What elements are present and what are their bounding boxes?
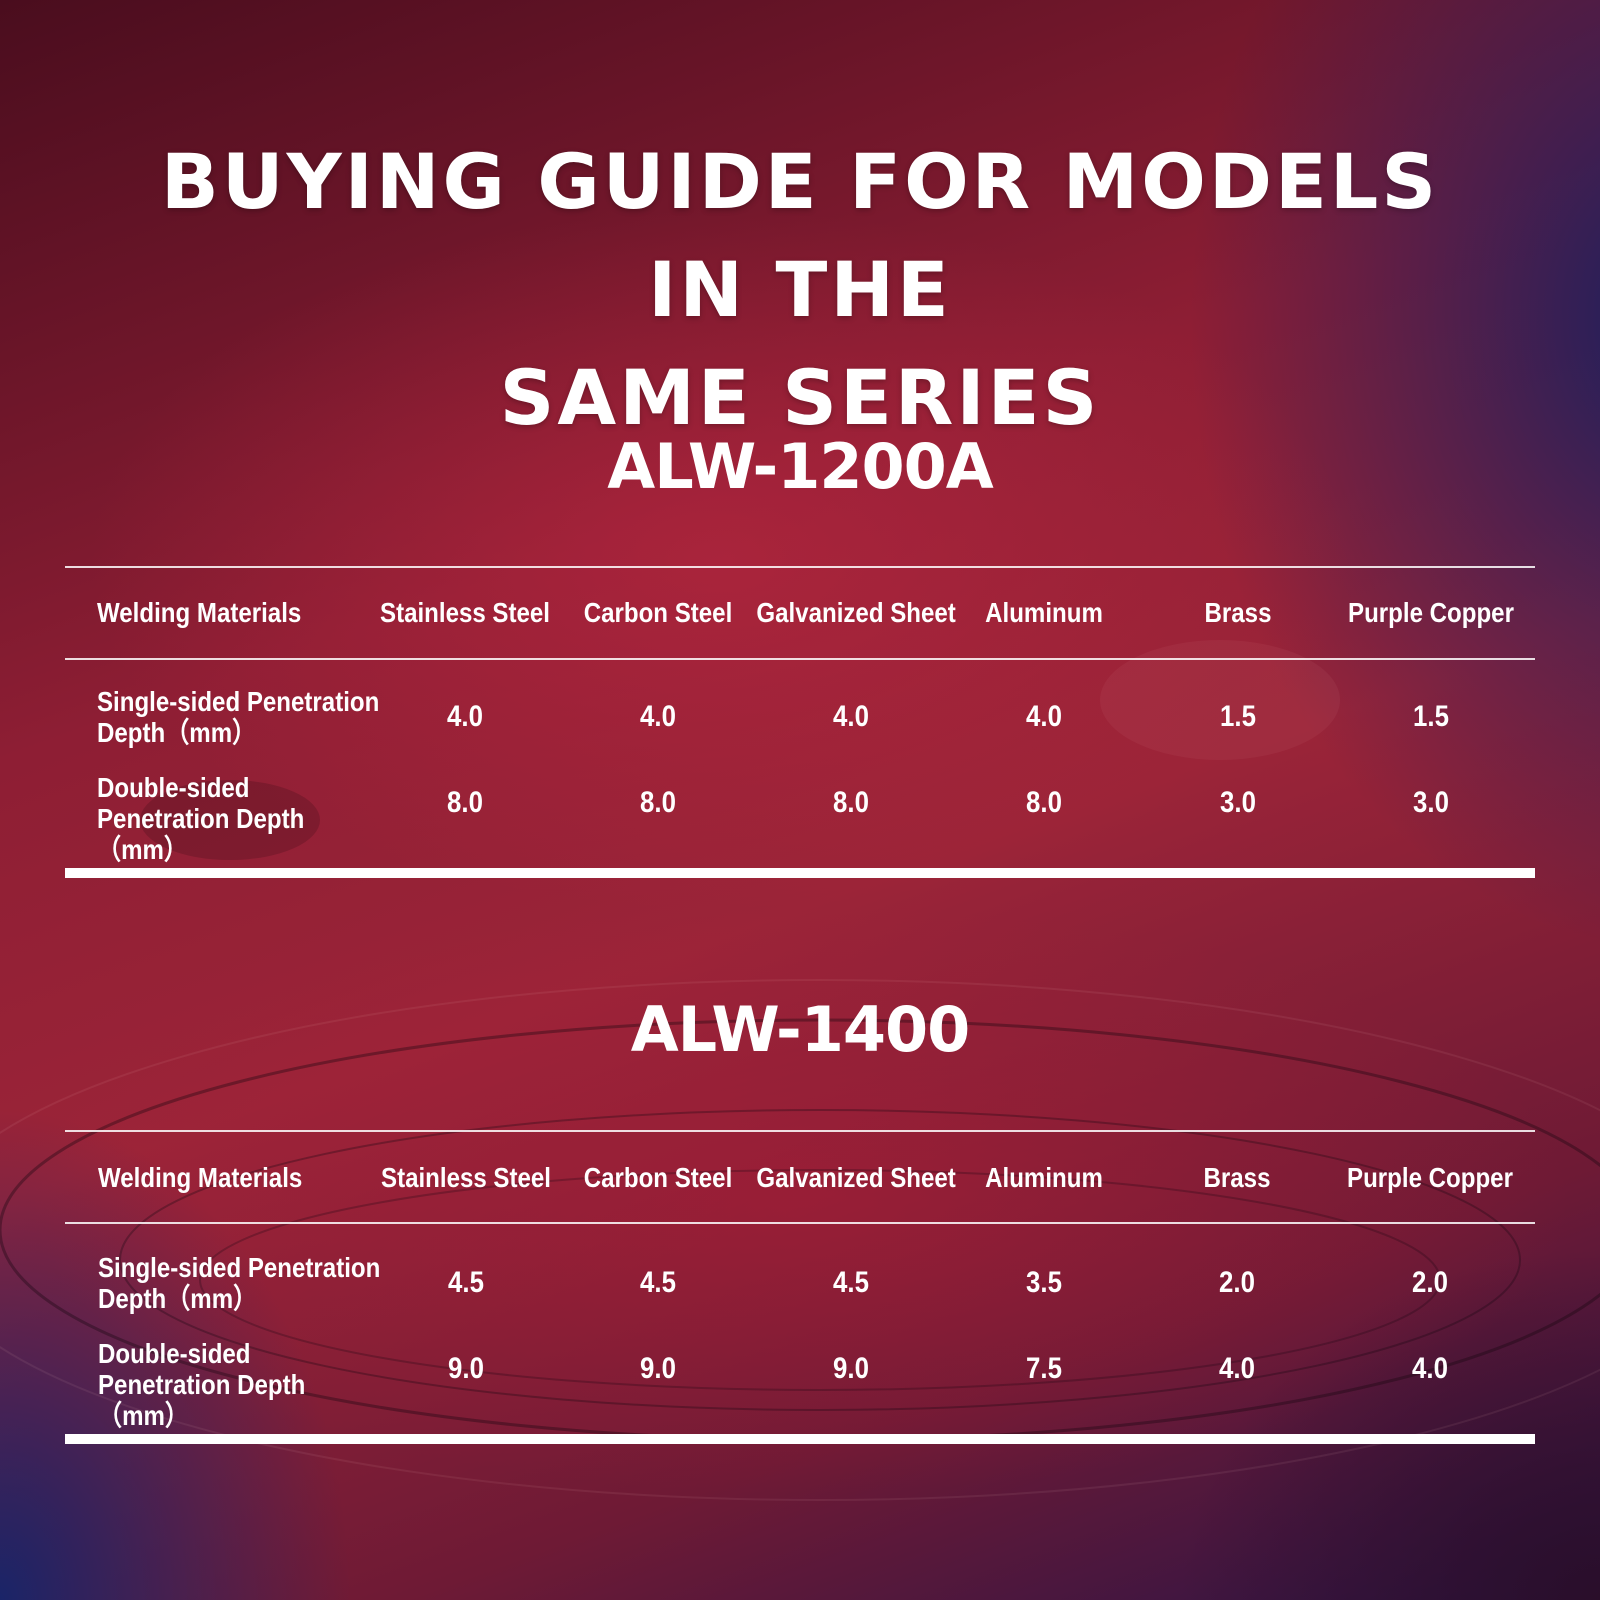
value-cell: 4.5 [640, 1266, 676, 1299]
table-top-rule [65, 566, 1535, 568]
value-cell: 4.0 [1026, 700, 1062, 733]
header-galvanized-sheet: Galvanized Sheet [756, 597, 956, 628]
row-label-single: Single-sided Penetration Depth（mm） [98, 1252, 381, 1314]
header-galvanized-sheet: Galvanized Sheet [756, 1162, 956, 1193]
table-bottom-rule [65, 868, 1535, 878]
row-label-double: Double-sided Penetration Depth（mm） [97, 772, 305, 865]
header-aluminum: Aluminum [985, 1162, 1103, 1193]
value-cell: 1.5 [1413, 700, 1449, 733]
header-carbon-steel: Carbon Steel [583, 597, 733, 628]
header-brass: Brass [1204, 597, 1272, 628]
header-welding-materials: Welding Materials [97, 597, 302, 628]
header-carbon-steel: Carbon Steel [583, 1162, 733, 1193]
model-title: ALW-1400 [630, 993, 971, 1066]
value-cell: 4.0 [833, 700, 869, 733]
title-line-2: SAME SERIES [499, 353, 1101, 442]
value-cell: 3.5 [1026, 1266, 1062, 1299]
value-cell: 4.0 [447, 700, 483, 733]
row-label-double: Double-sided Penetration Depth（mm） [98, 1338, 306, 1431]
value-cell: 4.5 [448, 1266, 484, 1299]
header-purple-copper: Purple Copper [1348, 597, 1514, 628]
header-purple-copper: Purple Copper [1347, 1162, 1513, 1193]
value-cell: 9.0 [640, 1352, 676, 1385]
value-cell: 3.0 [1220, 786, 1256, 819]
value-cell: 4.0 [1412, 1352, 1448, 1385]
value-cell: 4.0 [1219, 1352, 1255, 1385]
header-rule [65, 1222, 1535, 1224]
header-brass: Brass [1203, 1162, 1271, 1193]
value-cell: 9.0 [448, 1352, 484, 1385]
value-cell: 1.5 [1220, 700, 1256, 733]
row-label-single: Single-sided Penetration Depth（mm） [97, 686, 380, 748]
table-top-rule [65, 1130, 1535, 1132]
table-bottom-rule [65, 1434, 1535, 1444]
value-cell: 9.0 [833, 1352, 869, 1385]
value-cell: 8.0 [447, 786, 483, 819]
header-rule [65, 658, 1535, 660]
value-cell: 2.0 [1219, 1266, 1255, 1299]
value-cell: 2.0 [1412, 1266, 1448, 1299]
header-stainless-steel: Stainless Steel [380, 597, 550, 628]
value-cell: 8.0 [1026, 786, 1062, 819]
header-welding-materials: Welding Materials [98, 1162, 303, 1193]
page-title: BUYING GUIDE FOR MODELS IN THE SAME SERI… [100, 128, 1500, 452]
header-stainless-steel: Stainless Steel [381, 1162, 551, 1193]
value-cell: 8.0 [640, 786, 676, 819]
value-cell: 3.0 [1413, 786, 1449, 819]
value-cell: 7.5 [1026, 1352, 1062, 1385]
value-cell: 4.0 [640, 700, 676, 733]
value-cell: 8.0 [833, 786, 869, 819]
title-line-1: BUYING GUIDE FOR MODELS IN THE [160, 137, 1440, 334]
header-aluminum: Aluminum [985, 597, 1103, 628]
value-cell: 4.5 [833, 1266, 869, 1299]
model-title: ALW-1200A [607, 430, 994, 503]
